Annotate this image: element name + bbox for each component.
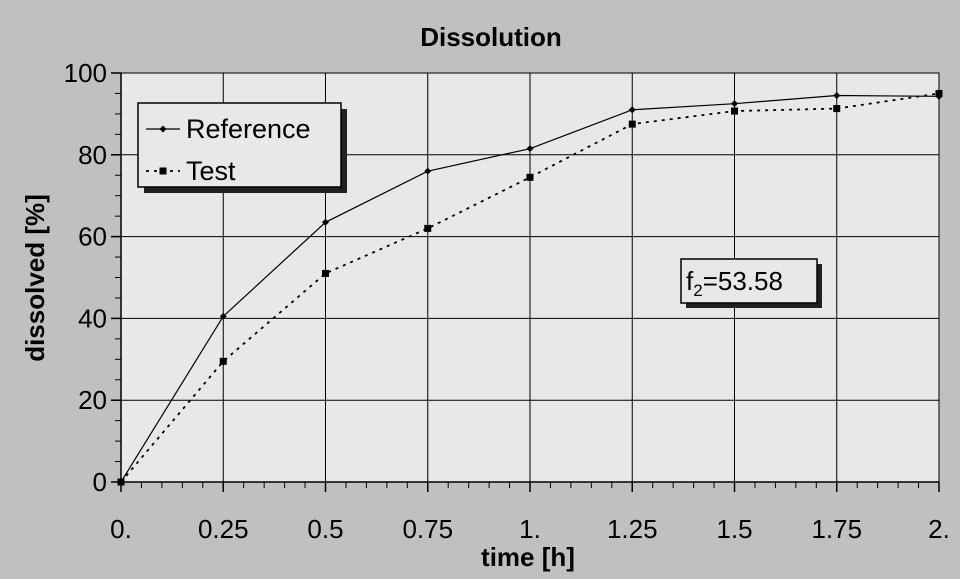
x-axis-label: time [h] [481,542,575,572]
y-tick-label: 60 [78,222,107,252]
data-point-test [219,357,227,365]
x-tick-label: 1.75 [811,514,862,544]
data-point-reference [322,218,329,226]
data-point-reference [731,100,738,108]
legend-label-test: Test [186,156,236,186]
data-point-test [526,173,534,181]
legend-box [137,102,342,188]
series-test [117,89,943,486]
y-tick-label: 20 [78,385,107,415]
y-tick-label: 0 [93,467,107,497]
y-axis-label: dissolved [%] [20,194,50,362]
data-point-test [628,120,636,128]
data-point-test [322,269,329,277]
data-point-test [731,107,738,115]
annotation-text: f2=53.58 [686,266,783,300]
y-tick-label: 100 [64,58,107,88]
legend-marker-test [159,167,167,175]
y-tick-label: 40 [78,303,107,333]
chart-title: Dissolution [420,22,562,52]
legend-label-reference: Reference [186,114,311,144]
x-tick-label: 1.5 [716,514,752,544]
legend: Reference Test [137,102,347,193]
data-point-reference [526,145,534,153]
data-point-reference [219,312,227,320]
data-point-test [935,89,943,97]
x-tick-label: 1.25 [607,514,658,544]
x-tick-label: 2. [928,514,950,544]
data-point-test [424,224,432,232]
data-point-reference [833,91,841,99]
annotation-box [680,258,818,304]
data-point-test [117,478,125,486]
x-tick-label: 0.25 [198,514,249,544]
legend-marker-reference [159,125,167,133]
x-tick-label: 1. [519,514,541,544]
x-tick-label: 0.5 [307,514,343,544]
y-tick-label: 80 [78,140,107,170]
data-point-reference [628,106,636,114]
data-point-test [833,105,841,113]
data-point-reference [424,167,432,175]
x-tick-label: 0.75 [402,514,453,544]
x-tick-label: 0. [110,514,132,544]
f2-annotation: f2=53.58 [680,258,822,308]
